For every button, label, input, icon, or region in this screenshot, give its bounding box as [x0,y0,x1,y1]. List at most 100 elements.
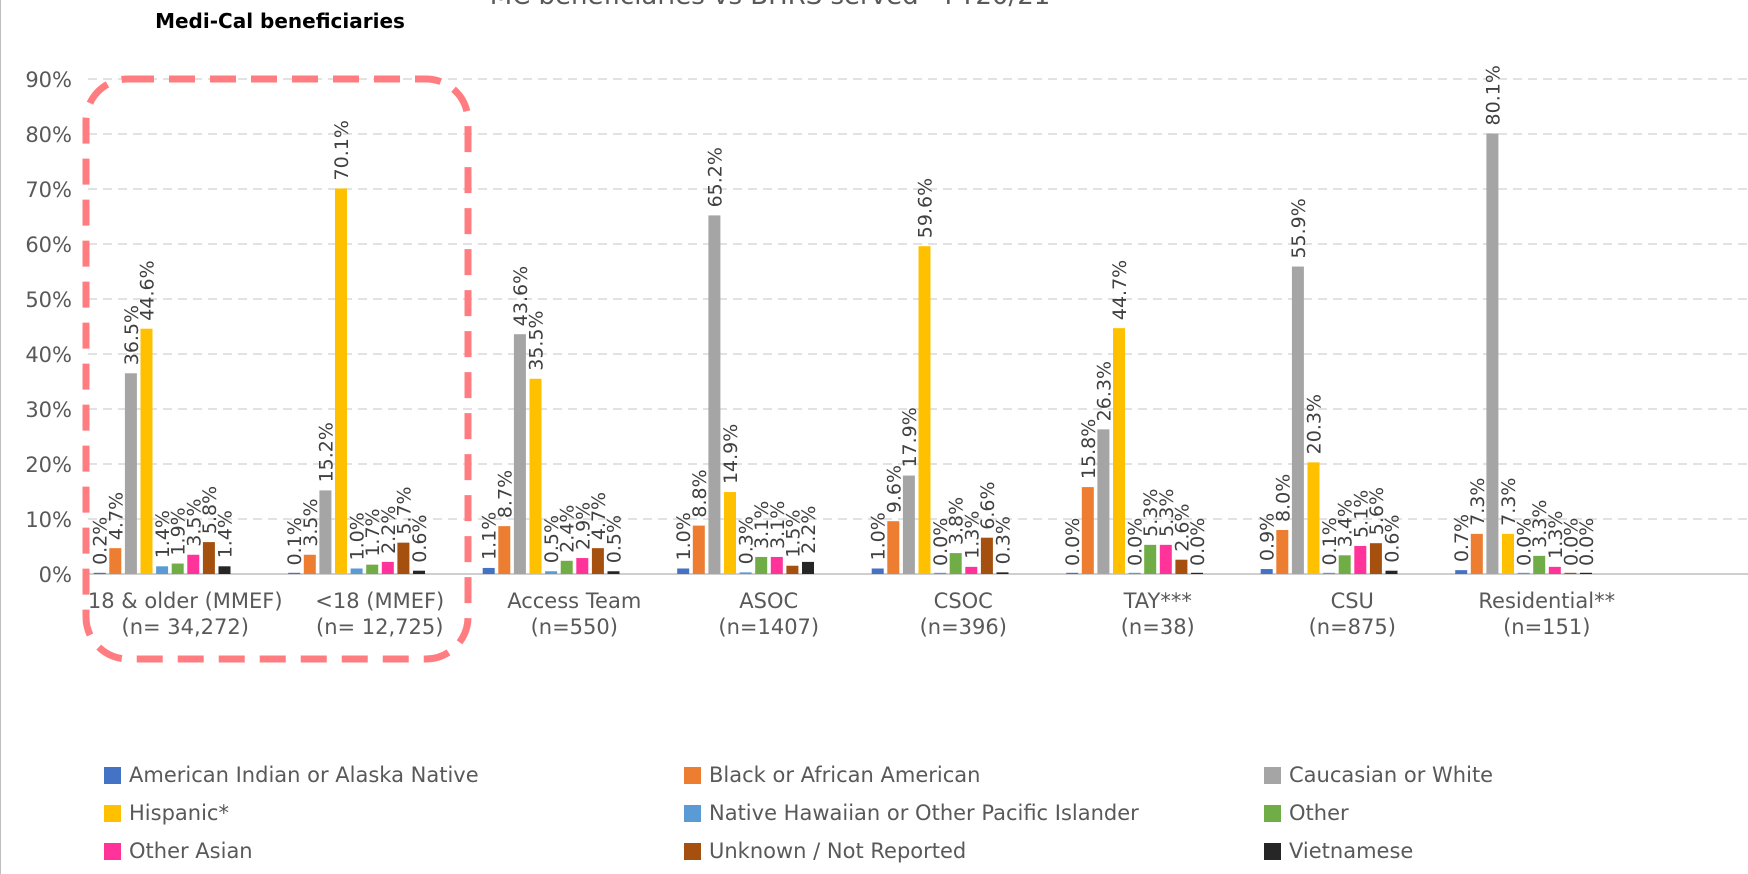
annotation-label: Medi-Cal beneficiaries [155,9,405,33]
bar [1580,572,1592,574]
legend-swatch [104,804,121,822]
bar [529,378,542,574]
category-label-line: Residential** [1478,589,1615,613]
data-label: 15.8% [1078,419,1100,479]
data-label: 0.0% [1125,518,1147,566]
legend-label: Other Asian [129,839,253,863]
category-label-line: (n= 34,272) [122,615,249,639]
data-label: 0.1% [1319,517,1341,565]
data-label: 1.0% [868,512,890,560]
data-label: 0.0% [930,518,952,566]
y-tick-label: 10% [25,508,72,532]
data-label: 0.0% [1560,518,1582,566]
data-label: 1.0% [673,512,695,560]
y-tick-label: 50% [25,288,72,312]
data-label: 1.0% [347,512,369,560]
data-label: 2.2% [378,506,400,554]
data-label: 8.7% [494,470,516,518]
data-label: 3.4% [1335,499,1357,547]
bar [1113,328,1125,574]
data-label: 9.6% [883,465,905,513]
bar [1564,572,1577,574]
data-label: 1.3% [961,511,983,559]
bar [965,566,978,574]
bar [288,572,301,574]
bar [1291,266,1304,574]
data-label: 55.9% [1288,198,1310,258]
legend-swatch [1264,766,1281,784]
bar [949,553,962,574]
bar [156,566,169,574]
data-label: 5.3% [1140,489,1162,537]
bar [397,542,410,574]
y-tick-label: 0% [39,563,72,587]
legend-item: Other [1264,800,1744,826]
data-label: 3.1% [767,501,789,549]
y-tick-label: 80% [25,123,72,147]
bar [1191,572,1203,574]
data-label: 3.3% [1529,500,1551,548]
data-label: 3.5% [183,498,205,546]
bar [786,565,799,574]
y-tick-label: 30% [25,398,72,422]
bar [1307,462,1320,574]
bar [1323,572,1336,574]
bar [1470,533,1483,574]
data-label: 1.5% [782,509,804,557]
legend-swatch [104,766,121,784]
bar [366,564,379,574]
legend-swatch [104,842,121,860]
bar [708,215,721,574]
bar [1175,559,1188,574]
data-label: 0.0% [1187,518,1209,566]
bar [109,548,122,574]
data-label: 2.2% [798,506,820,554]
bar [482,567,495,574]
legend-label: Native Hawaiian or Other Pacific Islande… [709,801,1139,825]
data-label: 2.9% [572,502,594,550]
bar [545,571,558,574]
bar [413,570,425,574]
legend-label: Hispanic* [129,801,229,825]
data-label: 1.3% [1545,511,1567,559]
category-label-line: CSU [1331,589,1374,613]
category-label-line: (n=875) [1309,615,1396,639]
data-label: 0.6% [409,514,431,562]
legend-item: American Indian or Alaska Native [104,762,684,788]
bar [93,572,106,574]
bar [591,548,604,574]
legend-swatch [684,804,701,822]
bar [739,572,752,574]
bar [1502,533,1514,574]
bar [770,556,783,574]
data-label: 35.5% [526,310,548,370]
bar [1066,572,1079,574]
bar [140,328,153,574]
bar [1548,566,1561,574]
highlight-box [82,75,472,663]
data-label: 0.5% [604,515,626,563]
category-label-line: (n=1407) [718,615,819,639]
data-label: 8.8% [689,469,711,517]
data-label: 0.0% [1062,518,1084,566]
bar [724,492,736,574]
y-tick-label: 90% [25,68,72,92]
legend-item: Hispanic* [104,800,684,826]
data-label: 7.3% [1467,478,1489,526]
bar [607,571,620,574]
data-label: 2.6% [1171,503,1193,551]
category-label-line: (n=38) [1121,615,1195,639]
data-label: 3.5% [300,498,322,546]
bar [677,568,690,574]
category-label: CSU (n=875) [1309,589,1396,639]
data-label: 43.6% [510,266,532,326]
data-label: 5.1% [1350,490,1372,538]
category-label-line: (n= 12,725) [316,615,443,639]
legend-item: Native Hawaiian or Other Pacific Islande… [684,800,1264,826]
bar [560,560,573,574]
y-tick-label: 60% [25,233,72,257]
bar [303,554,316,574]
bar [335,188,347,574]
y-tick-label: 20% [25,453,72,477]
data-label: 20.3% [1304,394,1326,454]
